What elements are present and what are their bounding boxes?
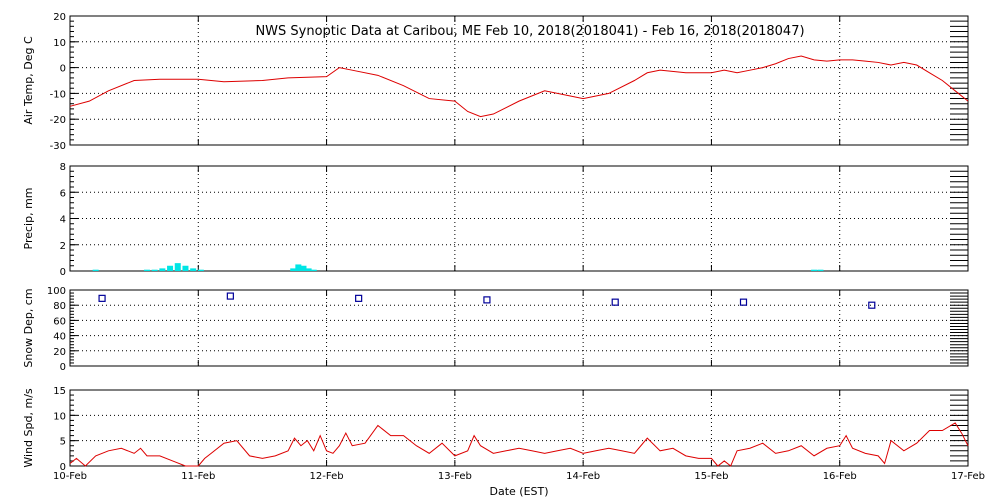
y-tick-label: 2 (60, 241, 66, 252)
panel-frame (69, 15, 969, 146)
precip-bar (310, 269, 317, 271)
y-axis-label: Air Temp, Deg C (22, 36, 35, 125)
x-axis-label: Date (EST) (489, 485, 548, 498)
precip-bar (300, 265, 307, 271)
y-tick-label: 80 (53, 301, 66, 312)
precip-bar (159, 268, 166, 271)
wind-speed-line (69, 422, 969, 467)
snow-depth-point (739, 298, 748, 306)
precip-bar (811, 269, 818, 271)
precip-bar (295, 264, 302, 271)
y-tick-label: 20 (53, 347, 66, 358)
snow-depth-point (98, 294, 106, 302)
precip-bar (167, 265, 174, 271)
snow-depth-point (355, 294, 363, 302)
x-tick-label: 16-Feb (823, 471, 857, 482)
x-tick-label: 15-Feb (694, 471, 728, 482)
y-tick-label: 0 (60, 462, 66, 473)
panel-frame (69, 289, 969, 367)
snow-depth-point (483, 296, 491, 304)
precip-bar (197, 269, 204, 271)
y-tick-label: 40 (53, 332, 66, 343)
precip-bar (174, 263, 181, 271)
x-tick-label: 17-Feb (951, 471, 985, 482)
snow-depth-point (868, 301, 876, 309)
precip-bar (143, 269, 150, 271)
x-tick-label: 10-Feb (53, 471, 87, 482)
y-tick-label: 5 (60, 437, 66, 448)
y-axis-label: Snow Dep, cm (22, 288, 35, 367)
x-tick-label: 11-Feb (181, 471, 215, 482)
y-tick-label: 20 (53, 12, 66, 23)
panel-wind-speed: 15 10 5 0 Wind Spd, m/s 10-Feb 11-Feb 12-Feb 13-… (22, 386, 985, 482)
precip-bar (151, 269, 158, 271)
y-tick-label: 60 (53, 316, 66, 327)
snow-depth-point (226, 292, 234, 300)
precip-bar (182, 265, 189, 271)
chart-title: NWS Synoptic Data at Caribou, ME Feb 10,… (255, 24, 804, 39)
precip-bar (92, 269, 99, 271)
y-tick-label: 15 (53, 386, 66, 397)
panel-frame (69, 389, 969, 467)
precip-bar (305, 268, 312, 271)
y-tick-label: 4 (60, 215, 66, 226)
y-tick-label: 10 (53, 38, 66, 49)
panel-air-temp: 20 10 0 -10 -20 -30 Air Temp, Deg C (22, 12, 969, 152)
air-temp-line (69, 55, 969, 118)
precip-bar (290, 268, 297, 271)
panel-precipitation: 8 6 4 2 0 Precip, mm (22, 162, 969, 278)
x-tick-label: 12-Feb (310, 471, 344, 482)
y-tick-label: 10 (53, 411, 66, 422)
y-axis-label: Precip, mm (22, 188, 35, 250)
y-tick-label: -10 (50, 89, 66, 100)
y-tick-label: 0 (60, 267, 66, 278)
precip-bar (190, 268, 197, 271)
snow-depth-point (611, 298, 619, 306)
y-tick-label: -30 (50, 141, 66, 152)
y-tick-label: 6 (60, 188, 66, 199)
y-tick-label: 0 (60, 362, 66, 373)
y-tick-label: -20 (50, 115, 66, 126)
panel-snow-depth: 100 80 60 40 20 0 Snow Dep, cm (22, 286, 969, 373)
y-axis-label: Wind Spd, m/s (22, 388, 35, 468)
x-tick-label: 13-Feb (438, 471, 472, 482)
x-tick-label: 14-Feb (566, 471, 600, 482)
y-tick-label: 8 (60, 162, 66, 173)
y-tick-label: 100 (47, 286, 66, 297)
precip-bar (817, 269, 824, 271)
y-tick-label: 0 (60, 64, 66, 75)
